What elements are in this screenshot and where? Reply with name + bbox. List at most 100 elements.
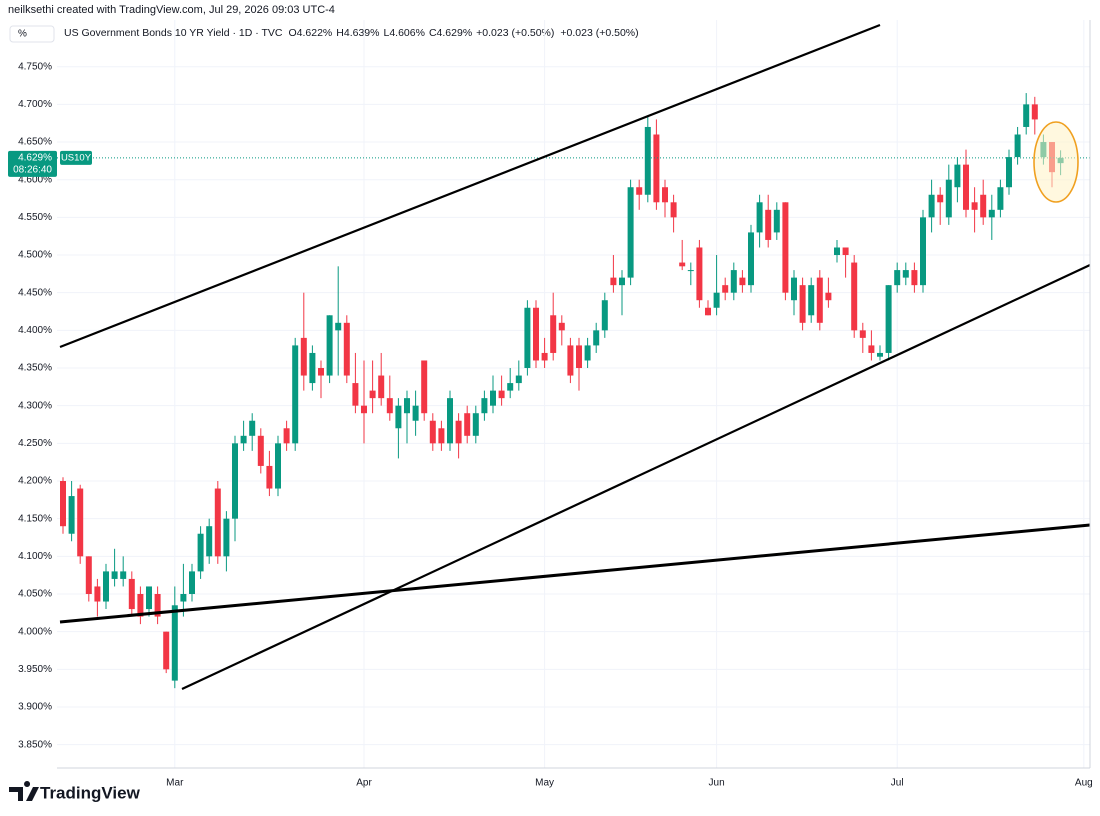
candle-body	[1006, 157, 1012, 188]
candle-body	[94, 586, 101, 602]
candle-body	[60, 481, 66, 527]
candle-body	[77, 488, 84, 557]
candle-body	[997, 187, 1004, 210]
candle-body	[68, 496, 75, 534]
candle-body	[541, 352, 548, 361]
legend-key: L	[383, 27, 389, 39]
candle-body	[369, 390, 376, 399]
candle-body	[343, 322, 350, 376]
candle-body	[490, 390, 496, 406]
last-price-label: 4.629%	[18, 152, 52, 163]
y-tick-label: 4.150%	[18, 513, 52, 524]
y-tick-label: 4.600%	[18, 174, 52, 185]
candle-body	[249, 420, 256, 436]
candle-body	[911, 270, 918, 286]
y-tick-label: 4.500%	[18, 250, 52, 261]
candle-body	[799, 285, 806, 323]
candle-body	[627, 187, 634, 278]
candle-body	[137, 593, 144, 617]
candle-body	[610, 277, 617, 286]
candle-body	[318, 368, 324, 376]
chart-title: US Government Bonds 10 YR Yield · 1D · T…	[64, 27, 283, 39]
symbol-label: US10Y	[61, 152, 92, 163]
candle-body	[877, 352, 883, 357]
x-tick-label: Mar	[166, 778, 184, 789]
candle-body	[533, 307, 539, 361]
trend-line	[59, 523, 1091, 624]
candle-body	[868, 345, 875, 353]
candle-body	[791, 277, 797, 301]
candle-body	[954, 164, 961, 188]
legend-value: 4.629%	[437, 27, 473, 39]
countdown: 08:26:40	[13, 164, 52, 175]
candle-body	[438, 428, 445, 444]
legend-value: 4.622%	[297, 27, 333, 39]
candle-body	[825, 292, 832, 301]
candle-body	[619, 277, 625, 286]
candle-body	[481, 398, 488, 414]
candle-body	[851, 262, 858, 331]
candle-body	[283, 428, 290, 444]
candle-body	[679, 262, 686, 267]
candle-body	[206, 526, 213, 557]
brand: TradingView	[9, 781, 141, 802]
candle-body	[730, 270, 737, 293]
legend-value: 4.639%	[344, 27, 380, 39]
candle-body	[894, 270, 901, 286]
candle-body	[128, 578, 135, 610]
candle-body	[464, 413, 471, 436]
candle-body	[687, 270, 694, 272]
y-tick-label: 4.200%	[18, 476, 52, 487]
candle-body	[937, 194, 944, 203]
y-tick-label: 4.250%	[18, 438, 52, 449]
candle-body	[120, 571, 127, 579]
legend-key: H	[336, 27, 344, 39]
candle-body	[601, 300, 608, 331]
candle-body	[421, 360, 428, 414]
candle-body	[756, 202, 763, 233]
candle-body	[85, 556, 92, 594]
y-tick-label: 4.400%	[18, 325, 52, 336]
candle-body	[223, 518, 230, 557]
candle-body	[171, 605, 178, 681]
candle-body	[782, 202, 789, 293]
candle-body	[472, 413, 479, 436]
candle-body	[834, 247, 840, 256]
candle-body	[885, 285, 892, 353]
y-tick-label: 3.900%	[18, 702, 52, 713]
legend-key: O	[288, 27, 296, 39]
y-tick-label: 4.000%	[18, 626, 52, 637]
candle-body	[705, 307, 711, 316]
candle-body	[257, 435, 264, 466]
candle-body	[404, 398, 410, 414]
unit-button-label: %	[18, 29, 27, 40]
candle-body	[816, 277, 823, 323]
candle-body	[971, 202, 978, 210]
candle-body	[945, 179, 952, 218]
candle-body	[326, 315, 333, 376]
y-tick-label: 4.100%	[18, 551, 52, 562]
unit-button[interactable]	[9, 25, 55, 43]
candle-body	[232, 443, 238, 519]
candle-body	[163, 631, 170, 670]
y-tick-label: 4.750%	[18, 61, 52, 72]
candle-body	[739, 277, 746, 286]
y-tick-label: 4.300%	[18, 400, 52, 411]
candle-body	[584, 345, 591, 361]
y-tick-label: 4.700%	[18, 99, 52, 110]
candle-body	[722, 285, 729, 293]
candle-body	[515, 375, 522, 384]
credit: neilksethi created with TradingView.com,…	[8, 4, 335, 16]
candle-body	[808, 285, 815, 316]
candle-body	[352, 383, 359, 406]
candle-body	[662, 187, 668, 203]
candle-body	[361, 405, 367, 414]
candle-body	[524, 307, 531, 369]
candle-body	[748, 232, 754, 286]
symbol-tag	[60, 150, 92, 165]
candle-body	[696, 247, 703, 301]
candle-body	[928, 194, 935, 218]
candle-body	[154, 593, 161, 617]
candle-body	[189, 571, 195, 594]
